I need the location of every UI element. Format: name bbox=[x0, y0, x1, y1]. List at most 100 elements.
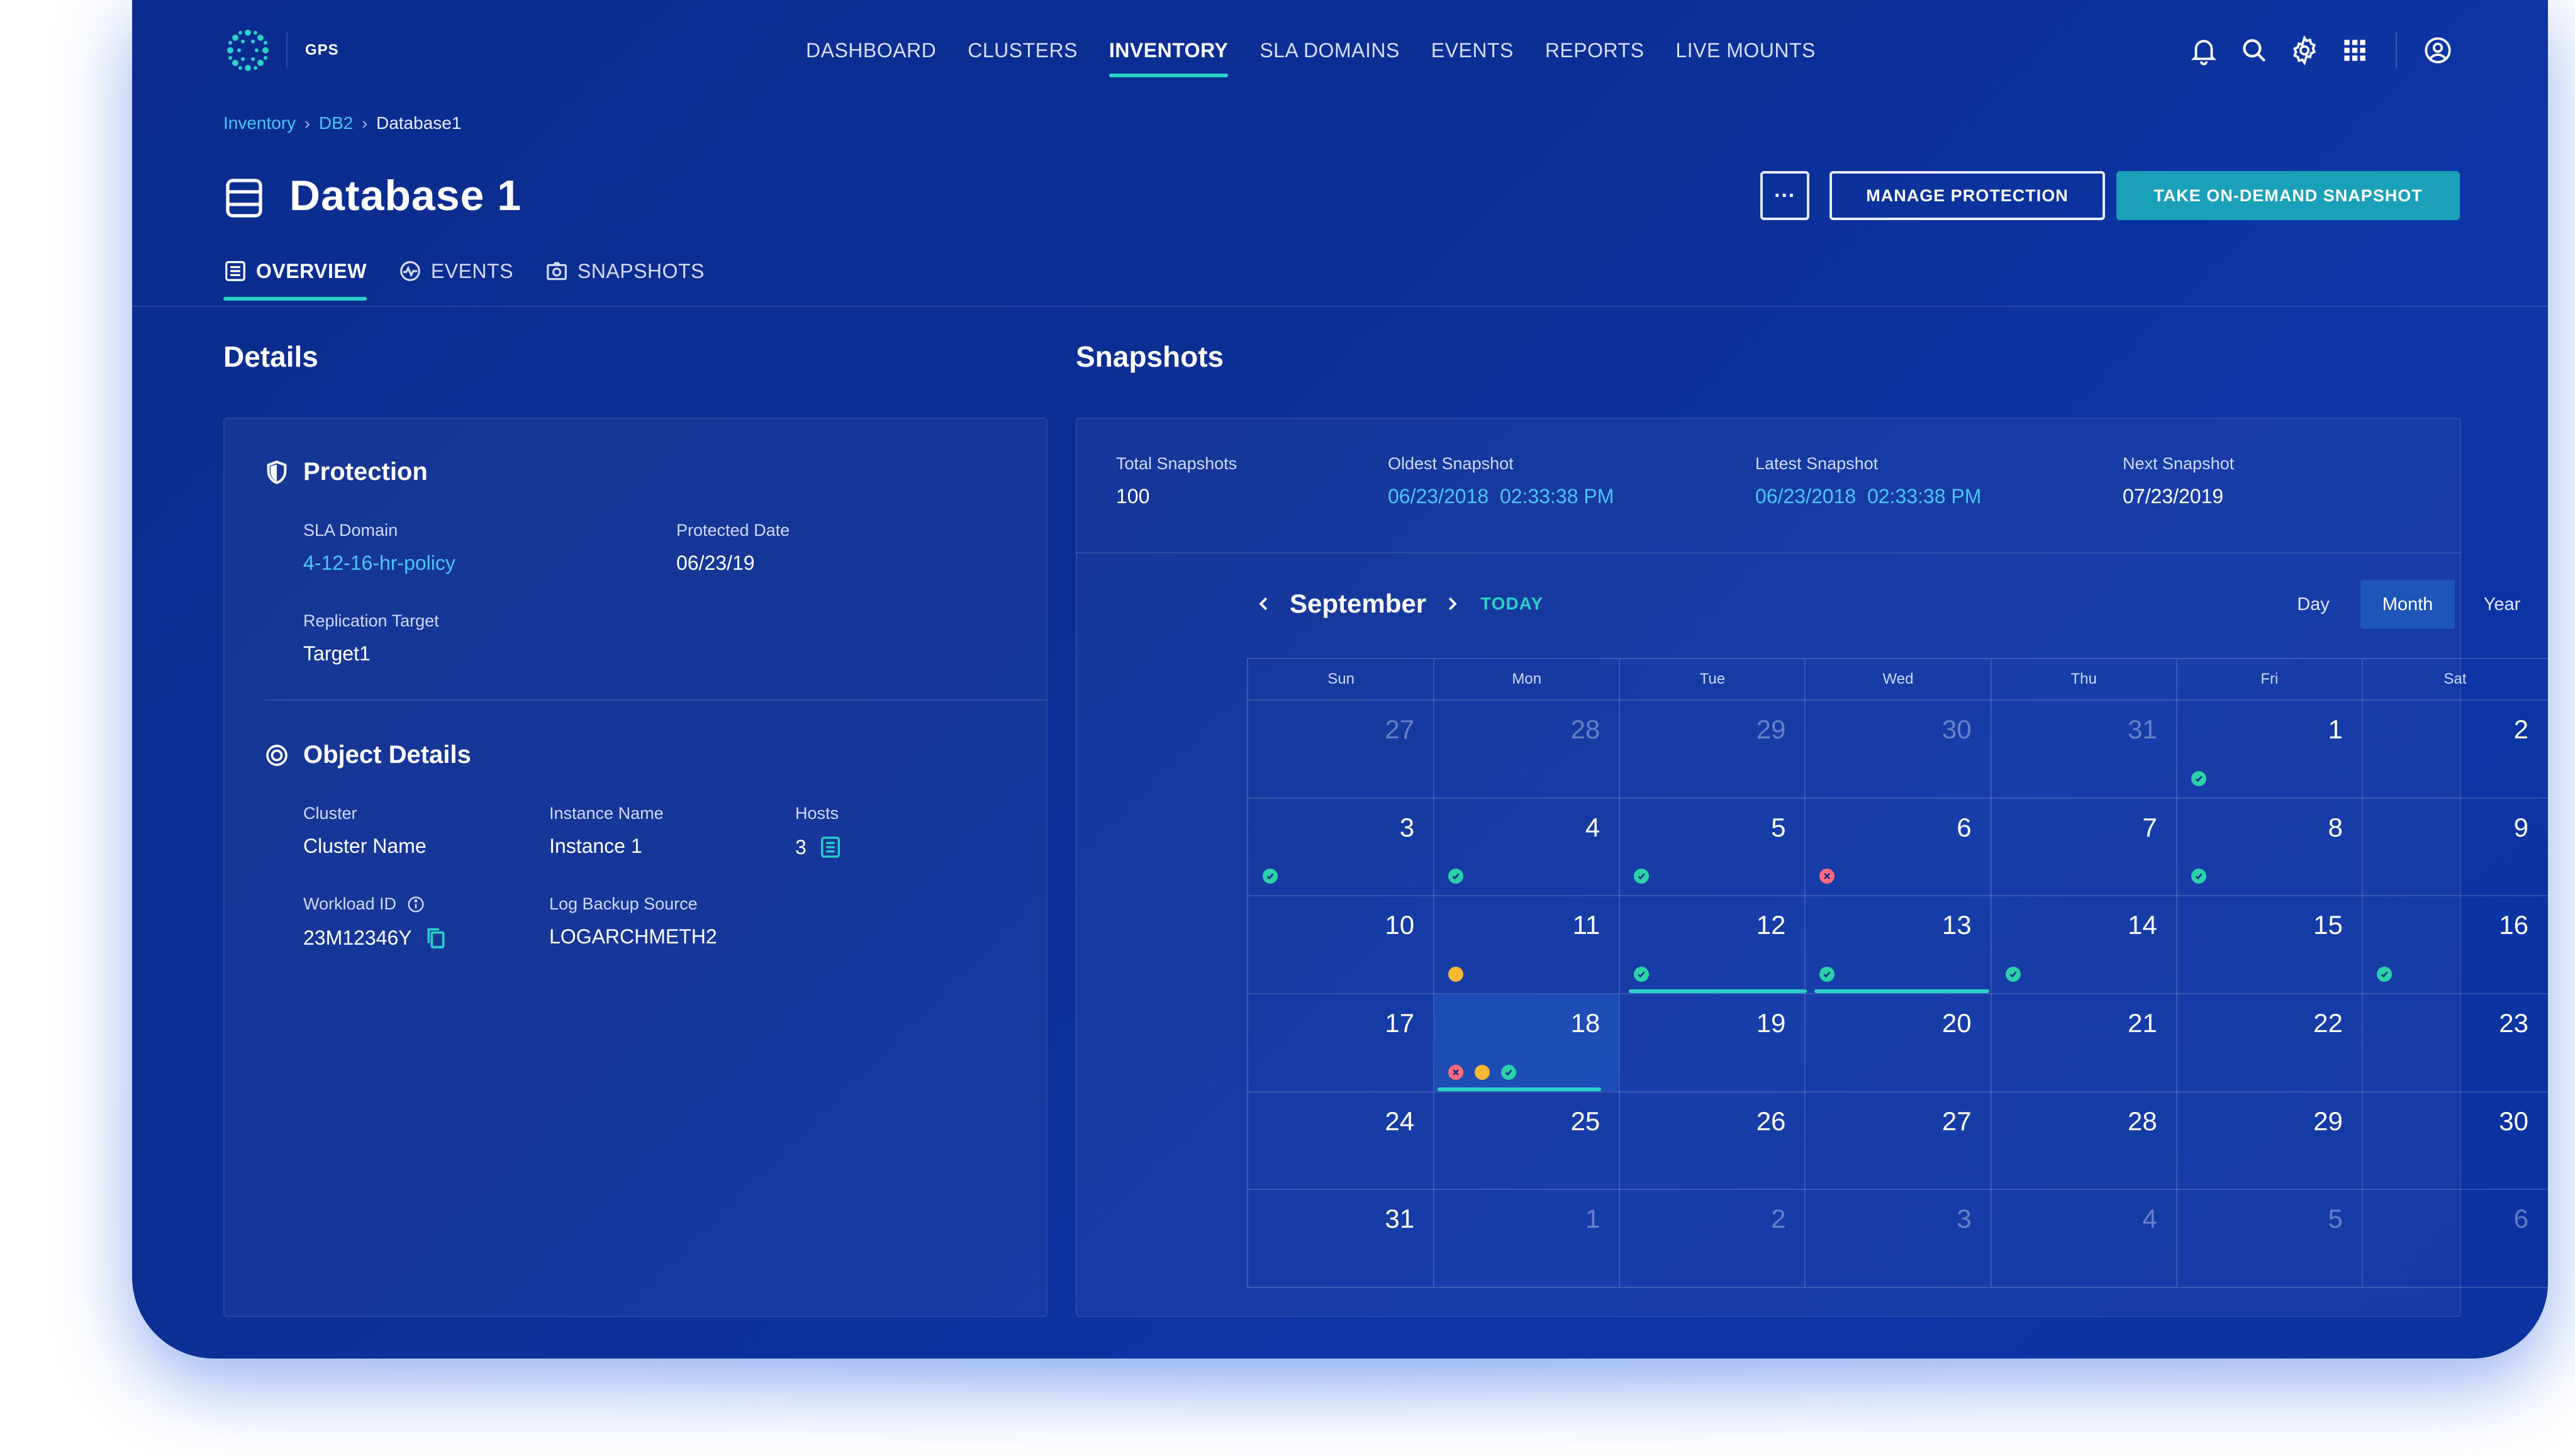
calendar-day[interactable]: 5 bbox=[1620, 799, 1804, 896]
snapshot-success-icon[interactable] bbox=[2191, 770, 2206, 786]
manage-protection-button[interactable]: MANAGE PROTECTION bbox=[1829, 171, 2105, 220]
snapshot-success-icon[interactable] bbox=[2005, 966, 2021, 982]
grid-column-line bbox=[2176, 659, 2177, 1287]
calendar-day[interactable]: 27 bbox=[1806, 1092, 1990, 1189]
calendar-day[interactable]: 6 bbox=[1806, 799, 1990, 896]
day-number: 2 bbox=[1771, 1204, 1786, 1234]
nav-events[interactable]: EVENTS bbox=[1431, 39, 1514, 62]
calendar-day[interactable]: 15 bbox=[2177, 896, 2362, 993]
calendar-day[interactable]: 3 bbox=[1806, 1190, 1990, 1287]
next-snapshot-stat: Next Snapshot 07/23/2019 bbox=[2123, 454, 2234, 508]
calendar-day[interactable]: 16 bbox=[2363, 896, 2547, 993]
oldest-snapshot-link[interactable]: 06/23/2018 02:33:38 PM bbox=[1388, 485, 1614, 508]
calendar-day[interactable]: 1 bbox=[1434, 1190, 1619, 1287]
calendar-day[interactable]: 4 bbox=[1434, 799, 1619, 896]
calendar-day[interactable]: 4 bbox=[1992, 1190, 2176, 1287]
view-day[interactable]: Day bbox=[2297, 594, 2330, 614]
calendar-day[interactable]: 1 bbox=[2177, 701, 2362, 797]
day-number: 11 bbox=[1572, 910, 1600, 940]
calendar-day[interactable]: 14 bbox=[1992, 896, 2176, 993]
take-snapshot-button[interactable]: TAKE ON-DEMAND SNAPSHOT bbox=[2116, 171, 2460, 220]
breadcrumb-inventory[interactable]: Inventory bbox=[223, 113, 296, 133]
calendar-day[interactable]: 24 bbox=[1249, 1092, 1433, 1189]
nav-live-mounts[interactable]: LIVE MOUNTS bbox=[1675, 39, 1816, 62]
view-year[interactable]: Year bbox=[2483, 594, 2521, 614]
tab-events[interactable]: EVENTS bbox=[398, 259, 513, 283]
snapshot-success-icon[interactable] bbox=[1263, 869, 1278, 884]
calendar-day[interactable]: 12 bbox=[1620, 896, 1804, 993]
calendar-day[interactable]: 11 bbox=[1434, 896, 1619, 993]
camera-icon bbox=[547, 262, 567, 281]
calendar-day[interactable]: 22 bbox=[2177, 994, 2362, 1091]
calendar-day[interactable]: 19 bbox=[1620, 994, 1804, 1091]
nav-reports[interactable]: REPORTS bbox=[1544, 39, 1645, 62]
calendar-day[interactable]: 13 bbox=[1806, 896, 1990, 993]
calendar-day[interactable]: 6 bbox=[2363, 1190, 2547, 1287]
snapshot-warning-icon[interactable] bbox=[1475, 1064, 1490, 1080]
view-month[interactable]: Month bbox=[2360, 580, 2455, 629]
calendar-day[interactable]: 25 bbox=[1434, 1092, 1619, 1189]
snapshot-success-icon[interactable] bbox=[2376, 966, 2392, 982]
snapshot-success-icon[interactable] bbox=[1634, 966, 1650, 982]
calendar-day[interactable]: 29 bbox=[2177, 1092, 2362, 1189]
calendar-day[interactable]: 10 bbox=[1249, 896, 1433, 993]
calendar-day[interactable]: 2 bbox=[2363, 701, 2547, 797]
tab-events-label: EVENTS bbox=[430, 259, 513, 282]
calendar-day[interactable]: 31 bbox=[1249, 1190, 1433, 1287]
snapshot-success-icon[interactable] bbox=[1501, 1064, 1517, 1080]
chevron-right-icon[interactable] bbox=[1443, 594, 1461, 613]
nav-sla-domains[interactable]: SLA DOMAINS bbox=[1260, 39, 1400, 62]
snapshot-failed-icon[interactable] bbox=[1819, 869, 1835, 884]
calendar-day[interactable]: 9 bbox=[2363, 799, 2547, 896]
snapshot-success-icon[interactable] bbox=[1634, 869, 1650, 884]
day-number: 14 bbox=[2127, 910, 2157, 940]
view-selector: Day Month Year bbox=[2266, 580, 2548, 629]
snapshot-success-icon[interactable] bbox=[1448, 869, 1464, 884]
bell-icon[interactable] bbox=[2188, 35, 2220, 66]
calendar-day[interactable]: 31 bbox=[1992, 701, 2176, 797]
gear-icon[interactable] bbox=[2289, 35, 2320, 66]
calendar-day[interactable]: 21 bbox=[1992, 994, 2176, 1091]
tab-snapshots[interactable]: SNAPSHOTS bbox=[545, 259, 705, 283]
calendar-day-selected[interactable]: 18 bbox=[1434, 994, 1619, 1091]
breadcrumb-db2[interactable]: DB2 bbox=[318, 113, 354, 133]
total-snapshots-value: 100 bbox=[1116, 485, 1150, 508]
info-icon[interactable] bbox=[406, 895, 425, 914]
calendar-day[interactable]: 30 bbox=[2363, 1092, 2547, 1189]
nav-clusters[interactable]: CLUSTERS bbox=[968, 39, 1078, 62]
user-icon[interactable] bbox=[2422, 35, 2454, 66]
calendar-day[interactable]: 7 bbox=[1992, 799, 2176, 896]
calendar-day[interactable]: 2 bbox=[1620, 1190, 1804, 1287]
calendar-day[interactable]: 20 bbox=[1806, 994, 1990, 1091]
nav-dashboard[interactable]: DASHBOARD bbox=[806, 39, 937, 62]
calendar-day[interactable]: 28 bbox=[1434, 701, 1619, 797]
snapshot-success-icon[interactable] bbox=[2191, 869, 2206, 884]
page-title: Database 1 bbox=[289, 172, 522, 220]
calendar-day[interactable]: 29 bbox=[1620, 701, 1804, 797]
sla-domain-link[interactable]: 4-12-16-hr-policy bbox=[303, 552, 455, 574]
calendar-day[interactable]: 28 bbox=[1992, 1092, 2176, 1189]
log-backup-value: LOGARCHMETH2 bbox=[549, 925, 717, 948]
calendar-day[interactable]: 3 bbox=[1249, 799, 1433, 896]
calendar-day[interactable]: 8 bbox=[2177, 799, 2362, 896]
snapshot-success-icon[interactable] bbox=[1819, 966, 1835, 982]
search-icon[interactable] bbox=[2238, 35, 2270, 66]
calendar-day[interactable]: 27 bbox=[1249, 701, 1433, 797]
latest-snapshot-link[interactable]: 06/23/2018 02:33:38 PM bbox=[1755, 485, 1982, 508]
today-button[interactable]: TODAY bbox=[1480, 594, 1544, 613]
calendar-day[interactable]: 30 bbox=[1806, 701, 1990, 797]
nav-inventory[interactable]: INVENTORY bbox=[1093, 33, 1244, 77]
host-list-icon[interactable] bbox=[818, 835, 843, 860]
snapshot-warning-icon[interactable] bbox=[1448, 966, 1464, 982]
calendar-day[interactable]: 23 bbox=[2363, 994, 2547, 1091]
more-actions-button[interactable]: ··· bbox=[1760, 171, 1809, 220]
apps-grid-icon[interactable] bbox=[2339, 35, 2371, 66]
copy-icon[interactable] bbox=[423, 925, 449, 950]
snapshot-failed-icon[interactable] bbox=[1448, 1064, 1464, 1080]
calendar-day[interactable]: 17 bbox=[1249, 994, 1433, 1091]
tab-overview[interactable]: OVERVIEW bbox=[223, 259, 367, 301]
chevron-left-icon[interactable] bbox=[1254, 594, 1273, 613]
calendar-day[interactable]: 5 bbox=[2177, 1190, 2362, 1287]
day-number: 24 bbox=[1385, 1106, 1415, 1136]
calendar-day[interactable]: 26 bbox=[1620, 1092, 1804, 1189]
